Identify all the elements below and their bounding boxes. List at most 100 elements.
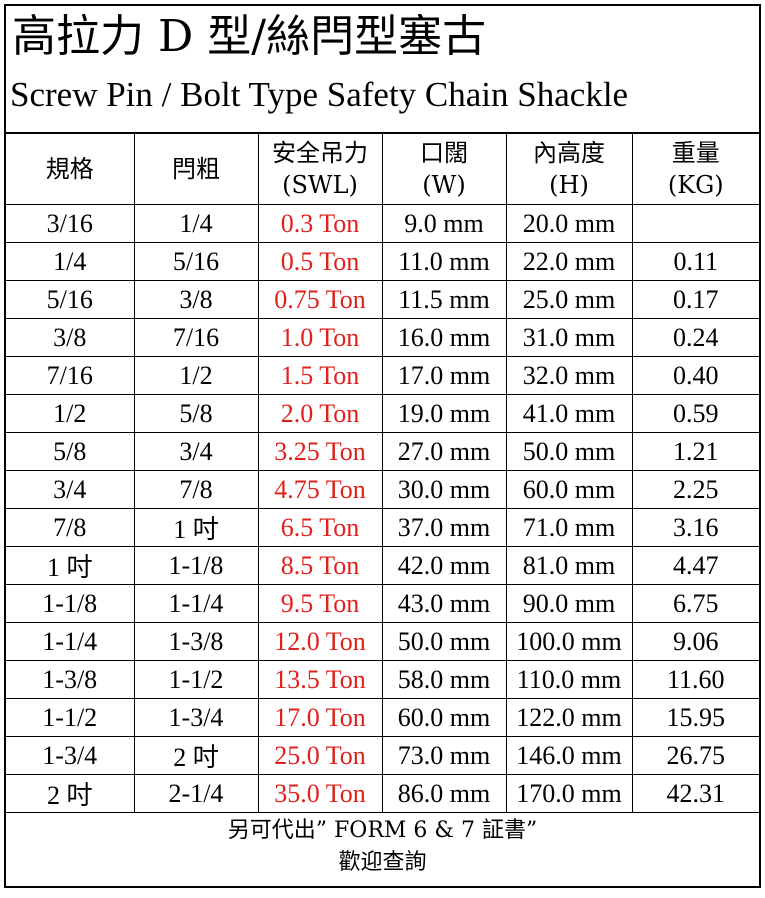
header-height-unit: (H) <box>549 171 589 199</box>
cell-inside-height: 25.0 mm <box>505 280 633 319</box>
table-row: 1-1/8 1-1/4 9.5 Ton 43.0 mm 90.0 mm 6.75 <box>6 584 759 623</box>
header-inside-height: 內高度 (H) <box>505 134 633 205</box>
cell-size: 3/8 <box>6 318 135 357</box>
header-pin-diameter-label: 閂粗 <box>172 155 220 183</box>
cell-swl: 4.75 Ton <box>257 470 383 509</box>
table-row: 2 吋 2-1/4 35.0 Ton 86.0 mm 170.0 mm 42.31 <box>6 774 759 813</box>
cell-swl: 1.0 Ton <box>257 318 383 357</box>
cell-swl: 0.3 Ton <box>257 204 383 243</box>
spec-table-body: 3/16 1/4 0.3 Ton 9.0 mm 20.0 mm 1/4 5/16 0.5 To… <box>6 204 759 813</box>
cell-pin-diameter: 1-3/4 <box>133 698 259 737</box>
cell-width: 16.0 mm <box>381 318 507 357</box>
cell-size: 3/16 <box>6 204 135 243</box>
table-row: 1/2 5/8 2.0 Ton 19.0 mm 41.0 mm 0.59 <box>6 394 759 433</box>
cell-swl: 9.5 Ton <box>257 584 383 623</box>
table-row: 1/4 5/16 0.5 Ton 11.0 mm 22.0 mm 0.11 <box>6 242 759 281</box>
title-english: Screw Pin / Bolt Type Safety Chain Shack… <box>6 62 759 134</box>
cell-inside-height: 50.0 mm <box>505 432 633 471</box>
cell-swl: 8.5 Ton <box>257 546 383 585</box>
header-swl-unit: (SWL) <box>282 171 358 199</box>
cell-pin-diameter: 3/8 <box>133 280 259 319</box>
cell-width: 42.0 mm <box>381 546 507 585</box>
table-row: 5/16 3/8 0.75 Ton 11.5 mm 25.0 mm 0.17 <box>6 280 759 319</box>
header-pin-diameter: 閂粗 <box>133 134 259 205</box>
cell-swl: 25.0 Ton <box>257 736 383 775</box>
cell-width: 11.0 mm <box>381 242 507 281</box>
cell-size: 2 吋 <box>6 774 135 813</box>
cell-weight: 6.75 <box>631 584 759 623</box>
cell-inside-height: 90.0 mm <box>505 584 633 623</box>
cell-width: 30.0 mm <box>381 470 507 509</box>
cell-weight: 0.17 <box>631 280 759 319</box>
cell-pin-diameter: 1-1/8 <box>133 546 259 585</box>
cell-weight: 0.40 <box>631 356 759 395</box>
cell-width: 37.0 mm <box>381 508 507 547</box>
cell-weight: 11.60 <box>631 660 759 699</box>
header-height-label: 內高度 <box>533 139 605 167</box>
cell-weight <box>631 204 759 243</box>
cell-swl: 6.5 Ton <box>257 508 383 547</box>
cell-weight: 2.25 <box>631 470 759 509</box>
table-row: 3/8 7/16 1.0 Ton 16.0 mm 31.0 mm 0.24 <box>6 318 759 357</box>
cell-inside-height: 71.0 mm <box>505 508 633 547</box>
cell-swl: 13.5 Ton <box>257 660 383 699</box>
cell-inside-height: 81.0 mm <box>505 546 633 585</box>
footer-certificate-note: 另可代出” FORM 6 & 7 証書” <box>227 818 538 843</box>
table-row: 1-1/4 1-3/8 12.0 Ton 50.0 mm 100.0 mm 9.06 <box>6 622 759 661</box>
cell-width: 86.0 mm <box>381 774 507 813</box>
cell-pin-diameter: 1/4 <box>133 204 259 243</box>
cell-size: 5/16 <box>6 280 135 319</box>
header-weight-unit: (KG) <box>667 171 724 199</box>
cell-width: 50.0 mm <box>381 622 507 661</box>
cell-weight: 42.31 <box>631 774 759 813</box>
cell-width: 58.0 mm <box>381 660 507 699</box>
cell-size: 1-3/8 <box>6 660 135 699</box>
cell-inside-height: 22.0 mm <box>505 242 633 281</box>
footer-enquiry-note: 歡迎查詢 <box>338 850 427 875</box>
table-row: 1-3/8 1-1/2 13.5 Ton 58.0 mm 110.0 mm 11.60 <box>6 660 759 699</box>
cell-width: 11.5 mm <box>381 280 507 319</box>
cell-inside-height: 60.0 mm <box>505 470 633 509</box>
cell-width: 27.0 mm <box>381 432 507 471</box>
header-size: 規格 <box>6 134 135 205</box>
cell-inside-height: 32.0 mm <box>505 356 633 395</box>
cell-size: 1-3/4 <box>6 736 135 775</box>
cell-pin-diameter: 7/8 <box>133 470 259 509</box>
cell-size: 1-1/4 <box>6 622 135 661</box>
cell-size: 1/4 <box>6 242 135 281</box>
cell-pin-diameter: 1 吋 <box>133 508 259 547</box>
cell-width: 60.0 mm <box>381 698 507 737</box>
cell-swl: 35.0 Ton <box>257 774 383 813</box>
cell-inside-height: 122.0 mm <box>505 698 633 737</box>
cell-pin-diameter: 1-3/8 <box>133 622 259 661</box>
table-row: 3/4 7/8 4.75 Ton 30.0 mm 60.0 mm 2.25 <box>6 470 759 509</box>
cell-width: 43.0 mm <box>381 584 507 623</box>
cell-inside-height: 100.0 mm <box>505 622 633 661</box>
cell-swl: 1.5 Ton <box>257 356 383 395</box>
header-swl: 安全吊力 (SWL) <box>257 134 383 205</box>
cell-weight: 15.95 <box>631 698 759 737</box>
cell-size: 1 吋 <box>6 546 135 585</box>
cell-size: 7/16 <box>6 356 135 395</box>
cell-weight: 0.24 <box>631 318 759 357</box>
footer-note: 另可代出” FORM 6 & 7 証書” 歡迎查詢 <box>6 813 759 879</box>
cell-swl: 3.25 Ton <box>257 432 383 471</box>
cell-pin-diameter: 2-1/4 <box>133 774 259 813</box>
table-row: 7/8 1 吋 6.5 Ton 37.0 mm 71.0 mm 3.16 <box>6 508 759 547</box>
cell-width: 73.0 mm <box>381 736 507 775</box>
cell-weight: 26.75 <box>631 736 759 775</box>
cell-inside-height: 146.0 mm <box>505 736 633 775</box>
cell-width: 9.0 mm <box>381 204 507 243</box>
cell-pin-diameter: 1/2 <box>133 356 259 395</box>
cell-size: 5/8 <box>6 432 135 471</box>
cell-size: 1/2 <box>6 394 135 433</box>
cell-inside-height: 110.0 mm <box>505 660 633 699</box>
cell-pin-diameter: 1-1/4 <box>133 584 259 623</box>
cell-pin-diameter: 5/16 <box>133 242 259 281</box>
cell-inside-height: 31.0 mm <box>505 318 633 357</box>
header-weight: 重量 (KG) <box>631 134 759 205</box>
cell-size: 3/4 <box>6 470 135 509</box>
table-row: 7/16 1/2 1.5 Ton 17.0 mm 32.0 mm 0.40 <box>6 356 759 395</box>
cell-inside-height: 20.0 mm <box>505 204 633 243</box>
cell-width: 17.0 mm <box>381 356 507 395</box>
